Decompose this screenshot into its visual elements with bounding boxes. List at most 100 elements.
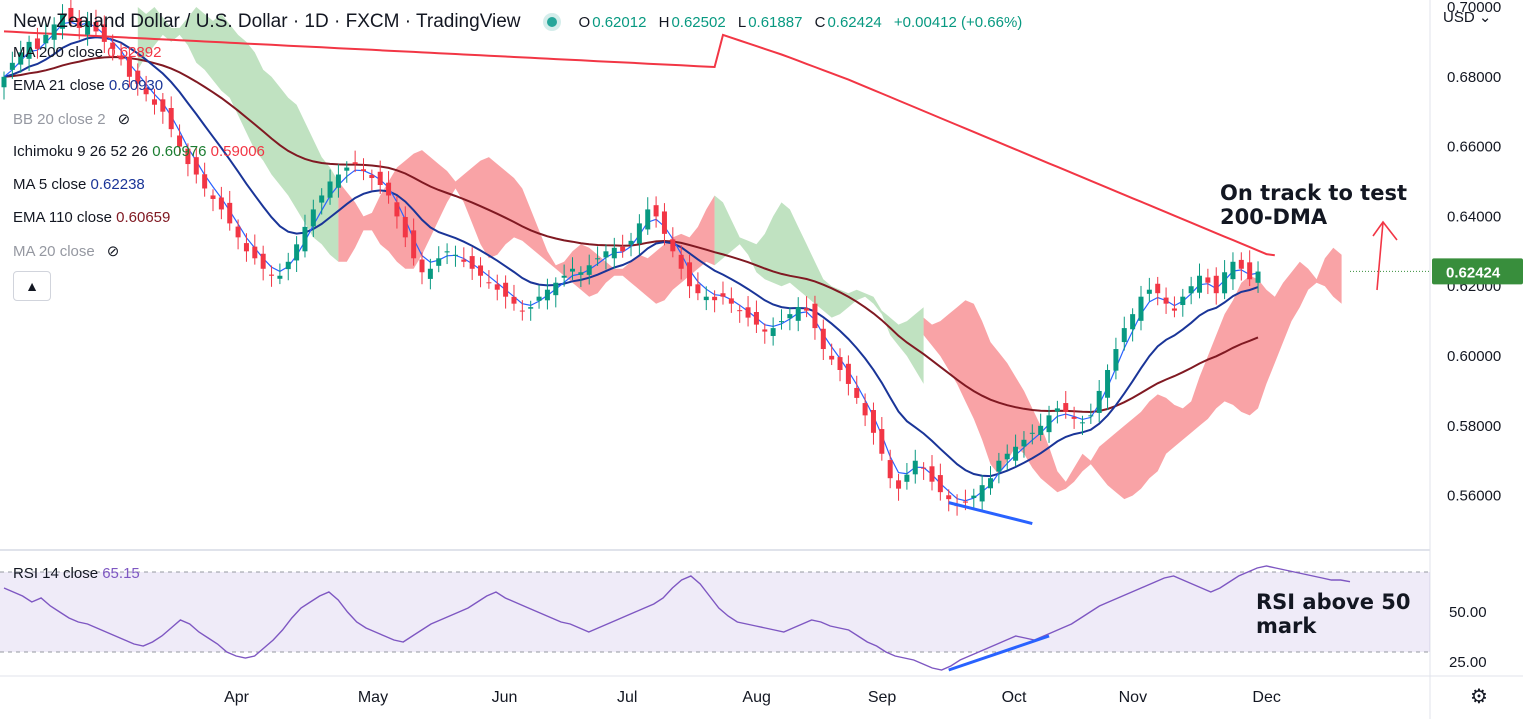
candle-body bbox=[728, 298, 734, 304]
candle-body bbox=[653, 205, 659, 217]
y-tick-label: 0.68000 bbox=[1447, 69, 1501, 86]
candle-body bbox=[904, 474, 910, 482]
candle-body bbox=[143, 87, 149, 95]
legend-ma5[interactable]: MA 5 close 0.62238 bbox=[13, 176, 145, 193]
candle-body bbox=[411, 230, 417, 259]
candle-body bbox=[921, 467, 927, 469]
candle-body bbox=[1013, 446, 1019, 461]
candle-body bbox=[770, 328, 776, 336]
candle-body bbox=[578, 272, 584, 275]
legend-ema21[interactable]: EMA 21 close 0.60930 bbox=[13, 77, 164, 94]
hidden-eye-icon[interactable]: ⊘ bbox=[117, 111, 131, 128]
candle-body bbox=[820, 328, 826, 350]
x-tick-label: May bbox=[358, 689, 388, 706]
candle-body bbox=[269, 274, 275, 276]
candle-body bbox=[1004, 453, 1010, 460]
candle-body bbox=[352, 162, 358, 165]
candle-body bbox=[929, 466, 935, 482]
ma200-line bbox=[3, 30, 1275, 257]
candle-body bbox=[553, 282, 559, 296]
candle-body bbox=[1222, 272, 1228, 294]
x-tick-label: Aug bbox=[742, 689, 770, 706]
candle-body bbox=[202, 174, 208, 189]
candle-body bbox=[862, 403, 868, 416]
candle-body bbox=[1155, 283, 1161, 294]
candle-body bbox=[151, 99, 157, 105]
legend-ma20[interactable]: MA 20 close ⊘ bbox=[13, 243, 120, 260]
rsi-divergence-line bbox=[948, 634, 1050, 672]
candle-body bbox=[126, 56, 132, 77]
candle-body bbox=[68, 7, 74, 21]
candle-body bbox=[720, 293, 726, 297]
rsi-annotation: RSI above 50 mark bbox=[1256, 590, 1411, 638]
candle-body bbox=[235, 226, 241, 238]
candle-body bbox=[703, 296, 709, 301]
candle-body bbox=[1171, 308, 1177, 311]
legend-ichimoku[interactable]: Ichimoku 9 26 52 26 0.60976 0.59006 bbox=[13, 143, 265, 160]
candle-body bbox=[988, 478, 994, 489]
candle-body bbox=[302, 226, 308, 252]
candle-body bbox=[1188, 286, 1194, 294]
currency-selector[interactable]: USD ⌄ bbox=[1443, 9, 1492, 26]
collapse-legend-button[interactable]: ▲ bbox=[13, 271, 51, 301]
x-tick-label: Jul bbox=[617, 689, 637, 706]
x-tick-label: Nov bbox=[1119, 689, 1147, 706]
candle-body bbox=[812, 303, 818, 329]
candle-body bbox=[670, 239, 676, 252]
candle-body bbox=[1088, 415, 1094, 417]
ema21-line bbox=[3, 36, 1259, 478]
legend-rsi[interactable]: RSI 14 close 65.15 bbox=[13, 565, 140, 582]
candle-body bbox=[1105, 369, 1111, 398]
candle-body bbox=[285, 261, 291, 270]
symbol-title[interactable]: New Zealand Dollar / U.S. Dollar · 1D · … bbox=[13, 11, 521, 32]
market-status-icon bbox=[546, 17, 557, 27]
chevron-up-icon: ▲ bbox=[25, 278, 39, 294]
candle-body bbox=[896, 480, 902, 489]
candle-body bbox=[210, 195, 216, 199]
candle-body bbox=[544, 289, 550, 301]
candle-body bbox=[1046, 415, 1052, 433]
candle-body bbox=[168, 108, 174, 130]
candle-body bbox=[937, 475, 943, 493]
candle-body bbox=[854, 387, 860, 398]
y-tick-label: 0.70000 bbox=[1447, 0, 1501, 16]
candle-body bbox=[1163, 297, 1169, 304]
settings-gear-icon[interactable]: ⚙ bbox=[1470, 686, 1488, 708]
candle-body bbox=[1197, 275, 1203, 293]
candle-body bbox=[795, 307, 801, 321]
candle-body bbox=[486, 282, 492, 284]
candle-body bbox=[620, 246, 626, 252]
candle-body bbox=[1238, 259, 1244, 269]
candle-body bbox=[1146, 289, 1152, 294]
legend-ema110[interactable]: EMA 110 close 0.60659 bbox=[13, 209, 171, 226]
candle-body bbox=[335, 174, 341, 188]
candle-body bbox=[503, 282, 509, 297]
rsi-line bbox=[3, 565, 1351, 671]
candle-body bbox=[1121, 328, 1127, 343]
candle-body bbox=[561, 275, 567, 278]
candle-body bbox=[687, 262, 693, 287]
candle-body bbox=[494, 284, 500, 290]
candle-body bbox=[218, 197, 224, 210]
candle-body bbox=[1029, 432, 1035, 434]
y-tick-label: 0.64000 bbox=[1447, 208, 1501, 225]
candle-body bbox=[595, 258, 601, 260]
candle-body bbox=[979, 485, 985, 502]
candle-body bbox=[912, 460, 918, 475]
candle-body bbox=[60, 13, 66, 29]
candle-body bbox=[461, 259, 467, 262]
candle-body bbox=[9, 62, 15, 70]
candle-body bbox=[294, 244, 300, 261]
candle-body bbox=[745, 307, 751, 318]
hidden-eye-icon[interactable]: ⊘ bbox=[106, 243, 120, 260]
y-tick-label: 0.58000 bbox=[1447, 418, 1501, 435]
candle-body bbox=[712, 296, 718, 301]
ichimoku-cloud-up bbox=[137, 7, 339, 262]
candle-body bbox=[829, 355, 835, 360]
candle-body bbox=[1180, 296, 1186, 306]
legend-bb[interactable]: BB 20 close 2 ⊘ bbox=[13, 111, 131, 128]
legend-ma200[interactable]: MA 200 close 0.62892 bbox=[13, 44, 162, 61]
candle-body bbox=[110, 42, 116, 49]
candle-body bbox=[394, 202, 400, 217]
